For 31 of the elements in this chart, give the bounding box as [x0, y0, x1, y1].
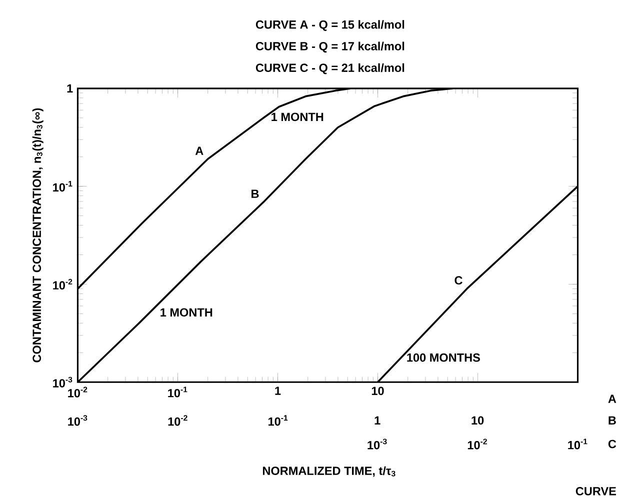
text: 10 — [472, 416, 484, 425]
text: CURVE B - Q = 17 kcal/mol — [256, 42, 404, 53]
annotation: 1 MONTH — [272, 112, 324, 122]
text: CURVE C - Q = 21 kcal/mol — [256, 63, 404, 74]
y-axis-title: CONTAMINANT CONCENTRATION, n$_{3}$(t)/n$_{3}$(∞) — [32, 108, 44, 362]
series-label: A — [195, 146, 204, 155]
y-tick-label: 10$^{-1}$ — [53, 181, 72, 192]
y-tick-label: 1 — [67, 84, 73, 92]
annotation: 1 MONTH — [160, 308, 212, 317]
text: CURVE A - Q = 15 kcal/mol — [256, 20, 404, 31]
y-tick-label: 10$^{-2}$ — [53, 278, 72, 290]
series-label: C — [454, 276, 462, 285]
text: 10$^{-3}$ — [368, 438, 387, 450]
x-tick-label: 1 — [275, 386, 281, 395]
x-tick-label: 10 — [372, 386, 384, 396]
text: 10$^{-1}$ — [268, 415, 288, 426]
series-label: B — [252, 190, 259, 198]
y-tick-label: 10$^{-3}$ — [53, 376, 72, 388]
text: NORMALIZED TIME, t/τ$_{3}$ — [262, 466, 396, 477]
text: 10$^{-2}$ — [468, 438, 487, 450]
text: 10$^{-3}$ — [68, 415, 88, 426]
x-tick-label: 10$^{-1}$ — [168, 386, 188, 398]
annotation: 100 MONTHS — [407, 353, 480, 362]
text: 1 — [374, 416, 380, 424]
text: CURVE — [576, 486, 616, 496]
text: 10$^{-2}$ — [168, 415, 188, 426]
text: 10$^{-1}$ — [568, 438, 588, 450]
text: A — [608, 394, 616, 403]
text: C — [608, 440, 616, 448]
x-tick-label: 10$^{-2}$ — [68, 386, 88, 398]
text: B — [608, 416, 616, 424]
